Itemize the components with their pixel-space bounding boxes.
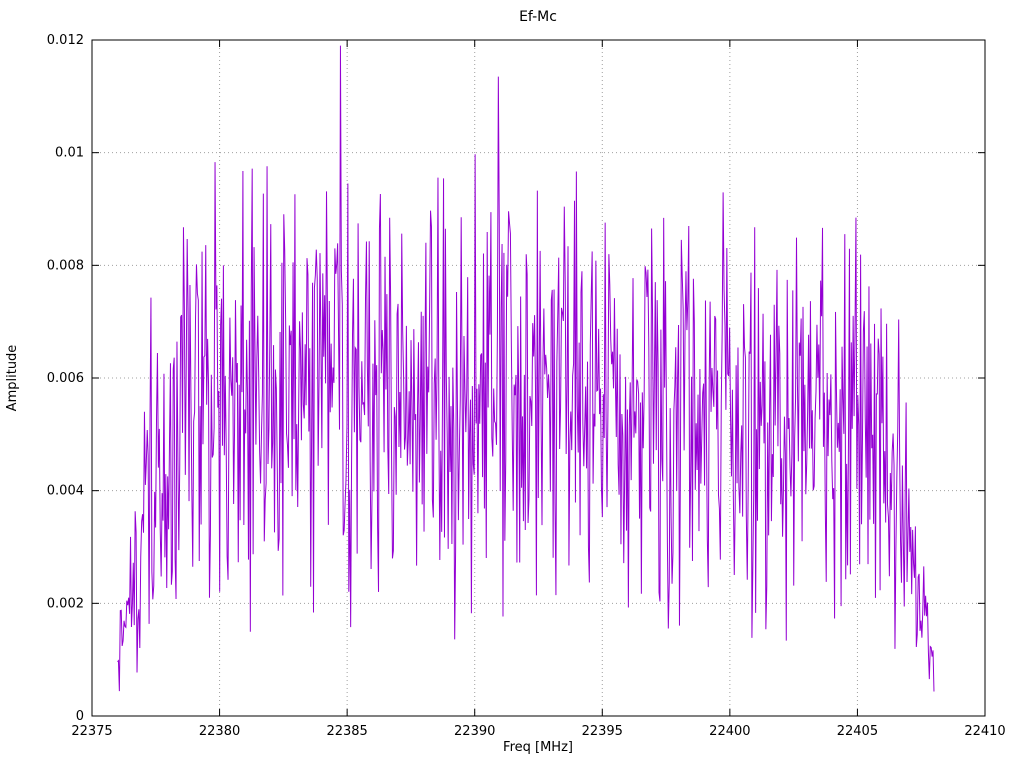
y-tick-label: 0.002 [47,596,84,611]
x-tick-label: 22410 [964,724,1005,739]
chart-title: Ef-Mc [519,9,557,25]
grid-lines [92,40,985,716]
x-tick-label: 22395 [582,724,623,739]
y-tick-labels: 0 0.002 0.004 0.006 0.008 0.01 0.012 [47,33,84,724]
y-tick-label: 0.008 [47,258,84,273]
plot-border [91,39,986,717]
spectrum-trace [117,45,935,692]
x-tick-label: 22405 [837,724,878,739]
x-tick-label: 22400 [709,724,750,739]
y-tick-label: 0 [76,709,84,724]
y-axis-label: Amplitude [5,345,20,412]
y-tick-label: 0.01 [55,146,84,161]
x-tick-label: 22375 [71,724,112,739]
x-tick-label: 22390 [454,724,495,739]
x-tick-label: 22380 [199,724,240,739]
y-tick-label: 0.012 [47,33,84,48]
x-tick-label: 22385 [326,724,367,739]
x-tick-labels: 22375 22380 22385 22390 22395 22400 22405 22410 [71,724,1005,739]
y-tick-label: 0.006 [47,371,84,386]
x-axis-label: Freq [MHz] [503,740,573,755]
y-tick-label: 0.004 [47,484,84,499]
series-group [117,45,935,692]
